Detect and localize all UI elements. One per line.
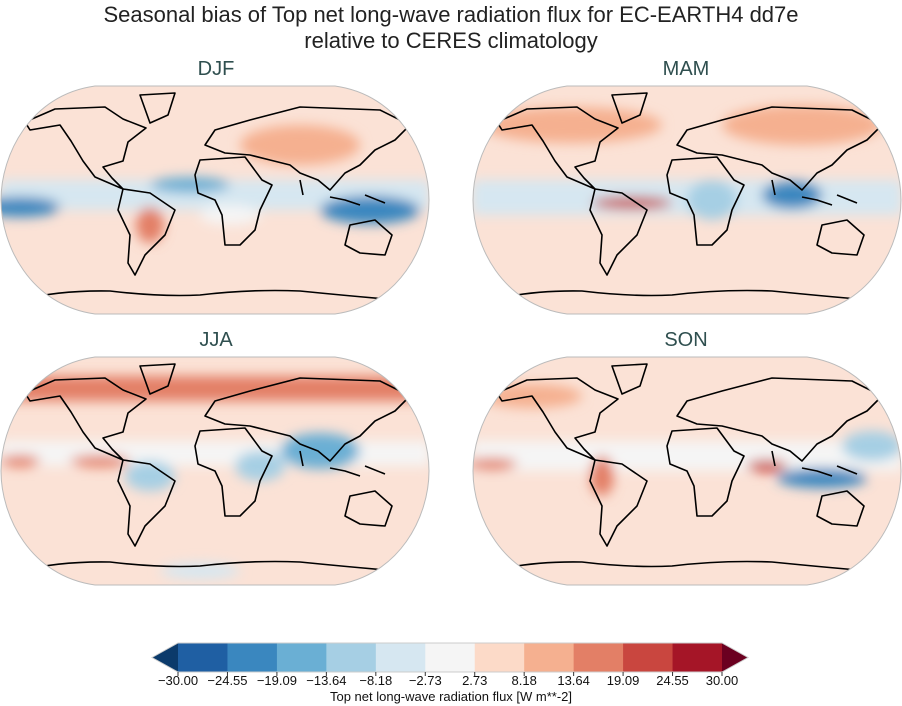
colorbar-tick-label: −19.09 xyxy=(256,673,297,688)
colorbar-segment xyxy=(227,643,278,672)
colorbar-tick-label: −8.18 xyxy=(359,673,393,688)
figure-title-line2: relative to CERES climatology xyxy=(304,28,598,53)
map-djf xyxy=(0,85,430,315)
colorbar-tick-label: 24.55 xyxy=(656,673,689,688)
colorbar-tick-label: −30.00 xyxy=(157,673,199,688)
colorbar-segment xyxy=(326,643,377,672)
colorbar-segment xyxy=(573,643,624,672)
panel-label-jja: JJA xyxy=(199,329,233,351)
colorbar xyxy=(150,642,750,676)
colorbar-tick-label: 8.18 xyxy=(511,673,537,688)
colorbar-segment xyxy=(672,643,723,672)
colorbar-under-arrow xyxy=(152,643,178,672)
panel-label-son: SON xyxy=(664,329,708,351)
colorbar-tick-label: −2.73 xyxy=(408,673,442,688)
panel-label-mam: MAM xyxy=(662,58,710,80)
colorbar-over-arrow xyxy=(722,643,748,672)
colorbar-segment xyxy=(276,643,327,672)
map-jja xyxy=(0,356,430,586)
colorbar-segment xyxy=(425,643,476,672)
map-mam xyxy=(472,85,902,315)
colorbar-tick-label: 19.09 xyxy=(606,673,640,688)
figure-title-line1: Seasonal bias of Top net long-wave radia… xyxy=(103,2,799,27)
colorbar-segment xyxy=(178,643,228,672)
colorbar-tick-label: 2.73 xyxy=(462,673,488,688)
colorbar-segment xyxy=(375,643,426,672)
colorbar-tick-label: −13.64 xyxy=(306,673,347,688)
colorbar-tick-label: −24.55 xyxy=(207,673,248,688)
colorbar-segment xyxy=(474,643,525,672)
colorbar-segment xyxy=(623,643,674,672)
map-son xyxy=(472,356,902,586)
colorbar-tick-label: 30.00 xyxy=(705,673,739,688)
colorbar-tick-label: 13.64 xyxy=(557,673,590,688)
panel-label-djf: DJF xyxy=(197,58,235,80)
colorbar-label: Top net long-wave radiation flux [W m**-… xyxy=(329,689,573,704)
colorbar-segment xyxy=(524,643,575,672)
